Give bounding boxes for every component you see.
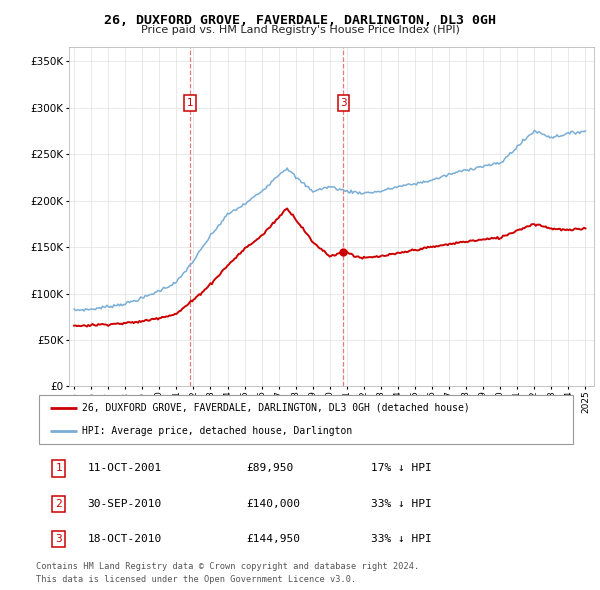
Text: £140,000: £140,000 [247, 499, 301, 509]
Text: £144,950: £144,950 [247, 535, 301, 545]
Text: 1: 1 [55, 463, 62, 473]
Text: 18-OCT-2010: 18-OCT-2010 [88, 535, 161, 545]
Text: 33% ↓ HPI: 33% ↓ HPI [371, 535, 431, 545]
Text: This data is licensed under the Open Government Licence v3.0.: This data is licensed under the Open Gov… [36, 575, 356, 584]
Text: 1: 1 [187, 98, 193, 108]
Text: Contains HM Land Registry data © Crown copyright and database right 2024.: Contains HM Land Registry data © Crown c… [36, 562, 419, 571]
Text: 2: 2 [55, 499, 62, 509]
Text: 33% ↓ HPI: 33% ↓ HPI [371, 499, 431, 509]
Text: HPI: Average price, detached house, Darlington: HPI: Average price, detached house, Darl… [82, 427, 352, 437]
Text: £89,950: £89,950 [247, 463, 294, 473]
Text: 17% ↓ HPI: 17% ↓ HPI [371, 463, 431, 473]
Text: 11-OCT-2001: 11-OCT-2001 [88, 463, 161, 473]
Text: 26, DUXFORD GROVE, FAVERDALE, DARLINGTON, DL3 0GH: 26, DUXFORD GROVE, FAVERDALE, DARLINGTON… [104, 14, 496, 27]
Text: 30-SEP-2010: 30-SEP-2010 [88, 499, 161, 509]
Text: 26, DUXFORD GROVE, FAVERDALE, DARLINGTON, DL3 0GH (detached house): 26, DUXFORD GROVE, FAVERDALE, DARLINGTON… [82, 402, 470, 412]
Text: 3: 3 [55, 535, 62, 545]
Text: Price paid vs. HM Land Registry's House Price Index (HPI): Price paid vs. HM Land Registry's House … [140, 25, 460, 35]
Text: 3: 3 [340, 98, 347, 108]
FancyBboxPatch shape [39, 395, 574, 444]
